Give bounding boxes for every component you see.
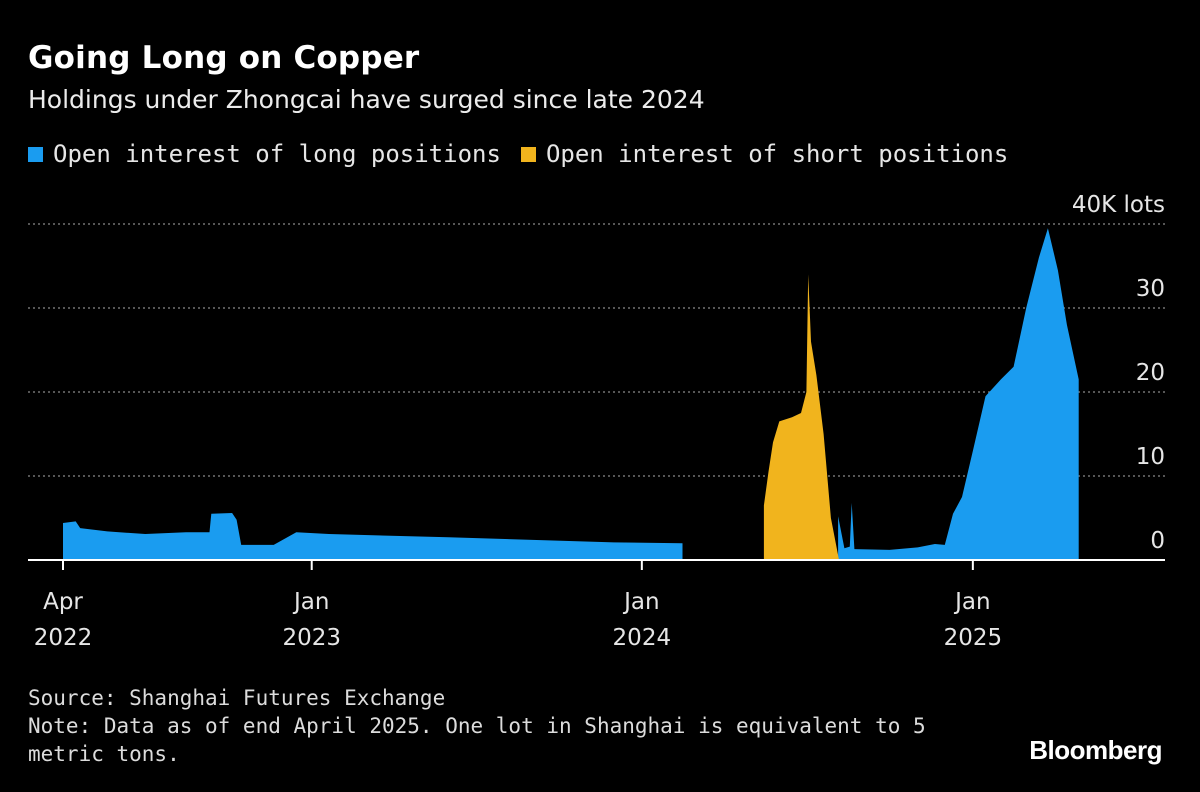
x-tick-label-2-1: 2024	[613, 625, 672, 651]
y-tick-label-20: 20	[1136, 360, 1165, 386]
x-tick-label-3-0: Jan	[953, 589, 990, 615]
y-tick-label-10: 10	[1136, 444, 1165, 470]
x-tick-label-2-0: Jan	[622, 589, 659, 615]
legend-item-long: Open interest of long positions	[28, 140, 501, 168]
x-tick-label-0-0: Apr	[43, 589, 83, 615]
chart-subtitle: Holdings under Zhongcai have surged sinc…	[28, 85, 705, 114]
legend-item-short: Open interest of short positions	[520, 140, 1009, 168]
legend-label-long: Open interest of long positions	[53, 140, 501, 168]
series-long-area-0	[63, 513, 683, 560]
legend-label-short: Open interest of short positions	[545, 140, 1009, 168]
x-tick-label-0-1: 2022	[34, 625, 93, 651]
series-short-area-0	[763, 274, 839, 560]
y-tick-label-30: 30	[1136, 276, 1165, 302]
y-tick-label-40: 40K lots	[1072, 192, 1165, 218]
chart-footer: Source: Shanghai Futures Exchange Note: …	[28, 684, 928, 768]
x-tick-label-3-1: 2025	[944, 625, 1003, 651]
bloomberg-logo: Bloomberg	[1029, 735, 1162, 765]
data-note: Note: Data as of end April 2025. One lot…	[28, 714, 926, 766]
y-tick-label-0: 0	[1150, 528, 1165, 554]
x-tick-label-1-0: Jan	[292, 589, 329, 615]
chart-title: Going Long on Copper	[28, 40, 420, 76]
legend: Open interest of long positions Open int…	[28, 140, 1028, 168]
series-long-area-1	[838, 228, 1079, 560]
legend-swatch-long	[28, 146, 43, 162]
legend-swatch-short	[520, 146, 536, 162]
x-tick-label-1-1: 2023	[282, 625, 341, 651]
source-note: Source: Shanghai Futures Exchange	[28, 686, 446, 710]
